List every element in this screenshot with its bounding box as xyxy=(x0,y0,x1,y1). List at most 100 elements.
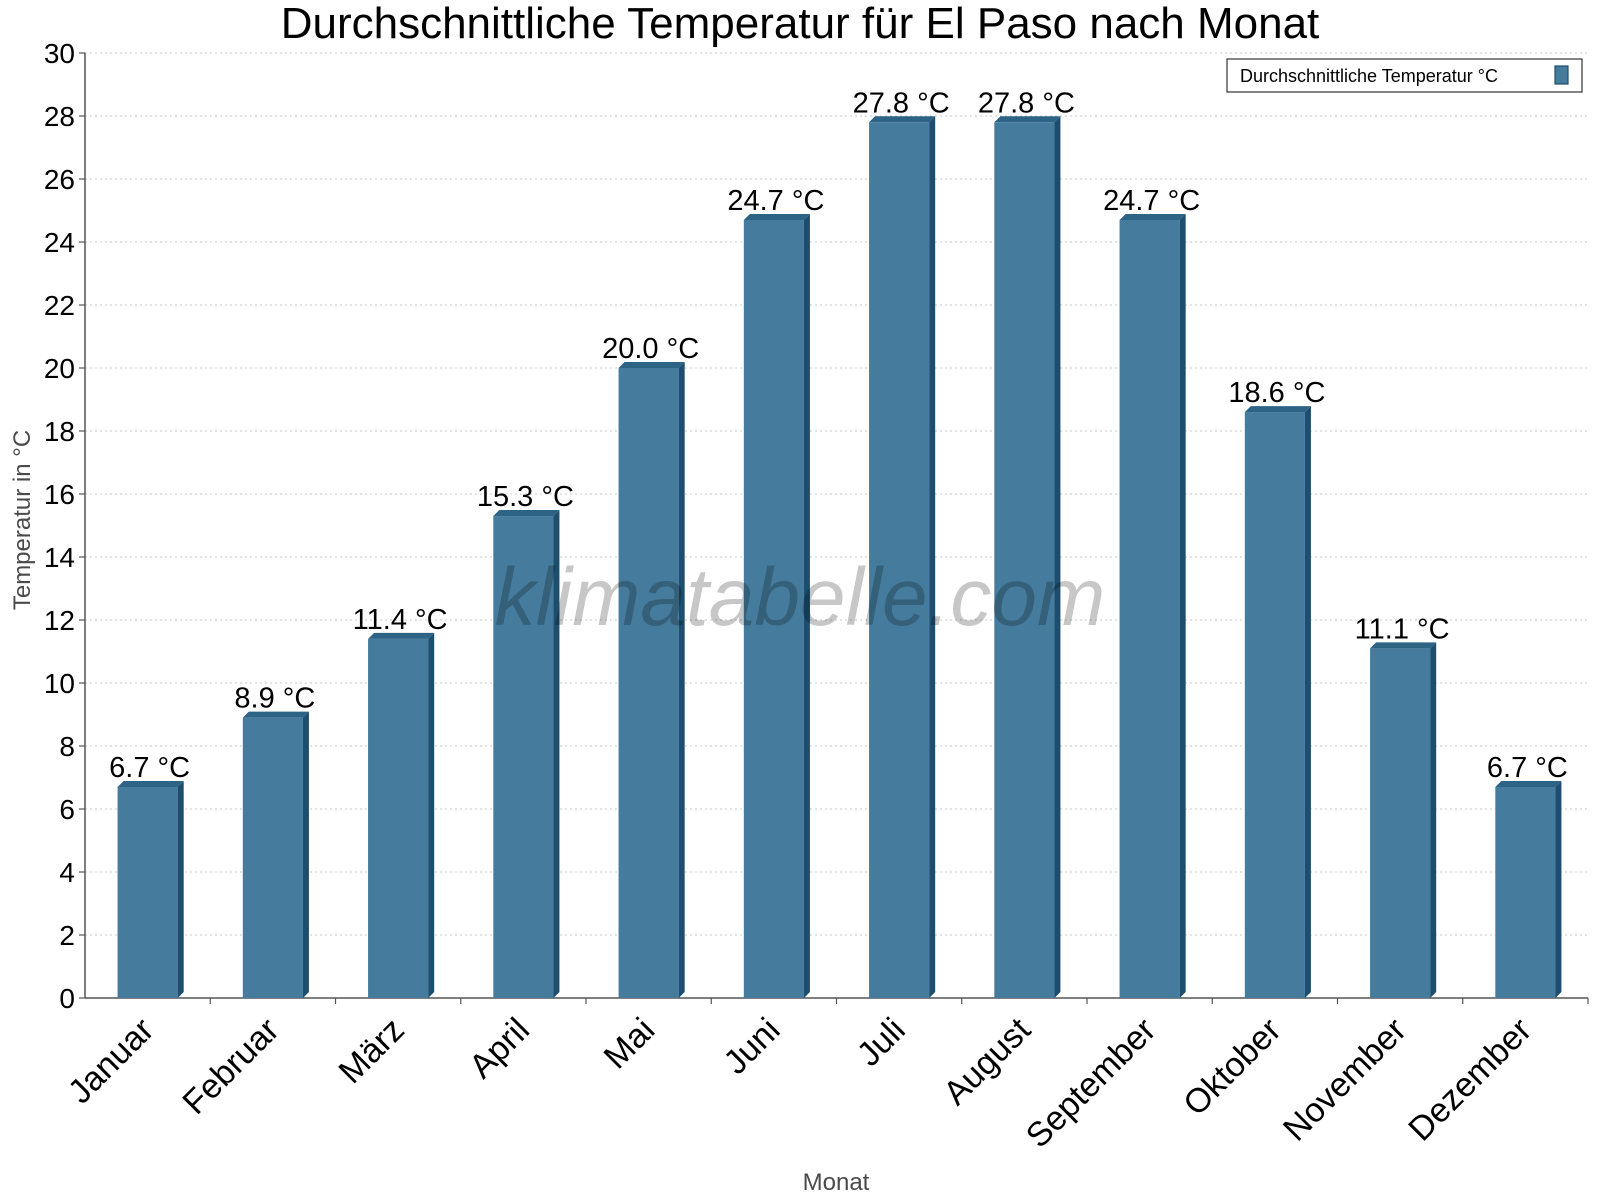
x-tick-label: Februar xyxy=(175,1011,286,1122)
data-label: 6.7 °C xyxy=(1487,752,1568,784)
bar-front xyxy=(368,638,429,998)
data-label: 20.0 °C xyxy=(602,333,699,365)
bar-top xyxy=(242,711,309,718)
y-tick-label: 10 xyxy=(44,668,75,699)
data-label: 18.6 °C xyxy=(1228,377,1325,409)
x-tick-label: Dezember xyxy=(1401,1011,1539,1149)
bar xyxy=(743,213,810,998)
y-tick-label: 24 xyxy=(44,227,75,258)
data-label: 8.9 °C xyxy=(234,683,315,715)
y-tick-label: 26 xyxy=(44,164,75,195)
bar-top xyxy=(1370,642,1437,649)
x-axis-ticks: Januar Februar März April Mai Juni Juli AugustS… xyxy=(61,998,1589,1155)
y-tick-label: 4 xyxy=(59,857,75,888)
data-labels: 6.7 °C 8.9 °C 11.4 °C 15.3 °C 20.0 °C 24.7 °C… xyxy=(109,87,1568,784)
bar-side xyxy=(929,116,936,999)
bar-front xyxy=(242,717,303,998)
bar-side xyxy=(803,213,810,998)
y-axis-title: Temperatur in °C xyxy=(9,430,36,610)
bar xyxy=(368,632,435,998)
y-tick-label: 30 xyxy=(44,38,75,69)
bar-top xyxy=(368,632,435,639)
bar-side xyxy=(1179,213,1186,998)
data-label: 24.7 °C xyxy=(727,185,824,217)
bar-front xyxy=(1495,786,1556,998)
bar-top xyxy=(1495,780,1562,787)
bar-top xyxy=(869,116,936,123)
gridlines xyxy=(85,52,1588,936)
x-tick-label: Juni xyxy=(717,1011,788,1082)
bar xyxy=(1495,780,1562,998)
x-tick-label: August xyxy=(936,1010,1038,1112)
data-label: 27.8 °C xyxy=(978,87,1075,119)
y-tick-label: 16 xyxy=(44,479,75,510)
bar xyxy=(994,116,1061,999)
legend-label: Durchschnittliche Temperatur °C xyxy=(1240,66,1498,86)
data-label: 15.3 °C xyxy=(477,481,574,513)
bar-front xyxy=(618,368,679,998)
bar-front xyxy=(493,516,554,998)
y-tick-label: 6 xyxy=(59,794,75,825)
bar-top xyxy=(1244,406,1311,413)
legend-swatch xyxy=(1554,65,1569,85)
bar-front xyxy=(117,786,178,998)
bar-front xyxy=(994,122,1055,999)
bar-side xyxy=(678,362,685,998)
bar-front xyxy=(743,219,804,998)
bar xyxy=(117,780,184,998)
x-tick-label: März xyxy=(331,1011,411,1091)
bar-side xyxy=(1555,780,1562,998)
bar-top xyxy=(618,362,685,368)
bar xyxy=(1244,406,1311,999)
x-tick-label: November xyxy=(1276,1011,1414,1149)
legend-box xyxy=(1226,58,1583,93)
bar-side xyxy=(553,510,560,998)
bar-front xyxy=(1244,412,1305,999)
bars xyxy=(117,116,1562,999)
x-tick-label: September xyxy=(1019,1011,1163,1155)
bar-top xyxy=(117,780,184,787)
y-tick-label: 2 xyxy=(59,920,75,951)
bar xyxy=(1370,642,1437,998)
legend: Durchschnittliche Temperatur °C xyxy=(1226,58,1583,93)
bar-side xyxy=(428,632,435,998)
x-tick-label: Oktober xyxy=(1176,1011,1288,1123)
data-label: 11.4 °C xyxy=(353,604,448,636)
y-tick-label: 0 xyxy=(59,983,75,1014)
chart-title: Durchschnittliche Temperatur für El Paso… xyxy=(281,0,1320,48)
bar-front xyxy=(869,122,930,999)
bar-side xyxy=(1054,116,1061,999)
bar-top xyxy=(493,510,560,517)
y-tick-label: 20 xyxy=(44,353,75,384)
y-tick-label: 8 xyxy=(59,731,75,762)
bar-side xyxy=(1304,406,1311,999)
y-tick-label: 28 xyxy=(44,101,75,132)
x-axis-title: Monat xyxy=(803,1169,870,1196)
y-tick-label: 12 xyxy=(44,605,75,636)
bar-side xyxy=(177,780,184,998)
bar xyxy=(618,362,685,998)
bar xyxy=(493,510,560,998)
bar-top xyxy=(994,116,1061,123)
x-tick-label: Mai xyxy=(597,1011,663,1077)
data-label: 24.7 °C xyxy=(1103,185,1200,217)
x-tick-label: April xyxy=(462,1011,537,1086)
y-tick-label: 18 xyxy=(44,416,75,447)
y-tick-label: 14 xyxy=(44,542,75,573)
bar-side xyxy=(1430,642,1437,998)
x-tick-label: Juli xyxy=(850,1011,913,1074)
bar xyxy=(869,116,936,999)
bar-top xyxy=(1119,213,1186,220)
bar xyxy=(242,711,309,998)
data-label: 6.7 °C xyxy=(109,752,190,784)
axes xyxy=(84,53,1588,999)
bar-front xyxy=(1119,219,1180,998)
y-tick-label: 22 xyxy=(44,290,75,321)
data-label: 27.8 °C xyxy=(853,87,950,119)
bar-front xyxy=(1370,648,1431,998)
x-tick-label: Januar xyxy=(61,1011,161,1111)
watermark: klimatabelle.com xyxy=(495,552,1106,643)
data-label: 11.1 °C xyxy=(1355,613,1450,645)
